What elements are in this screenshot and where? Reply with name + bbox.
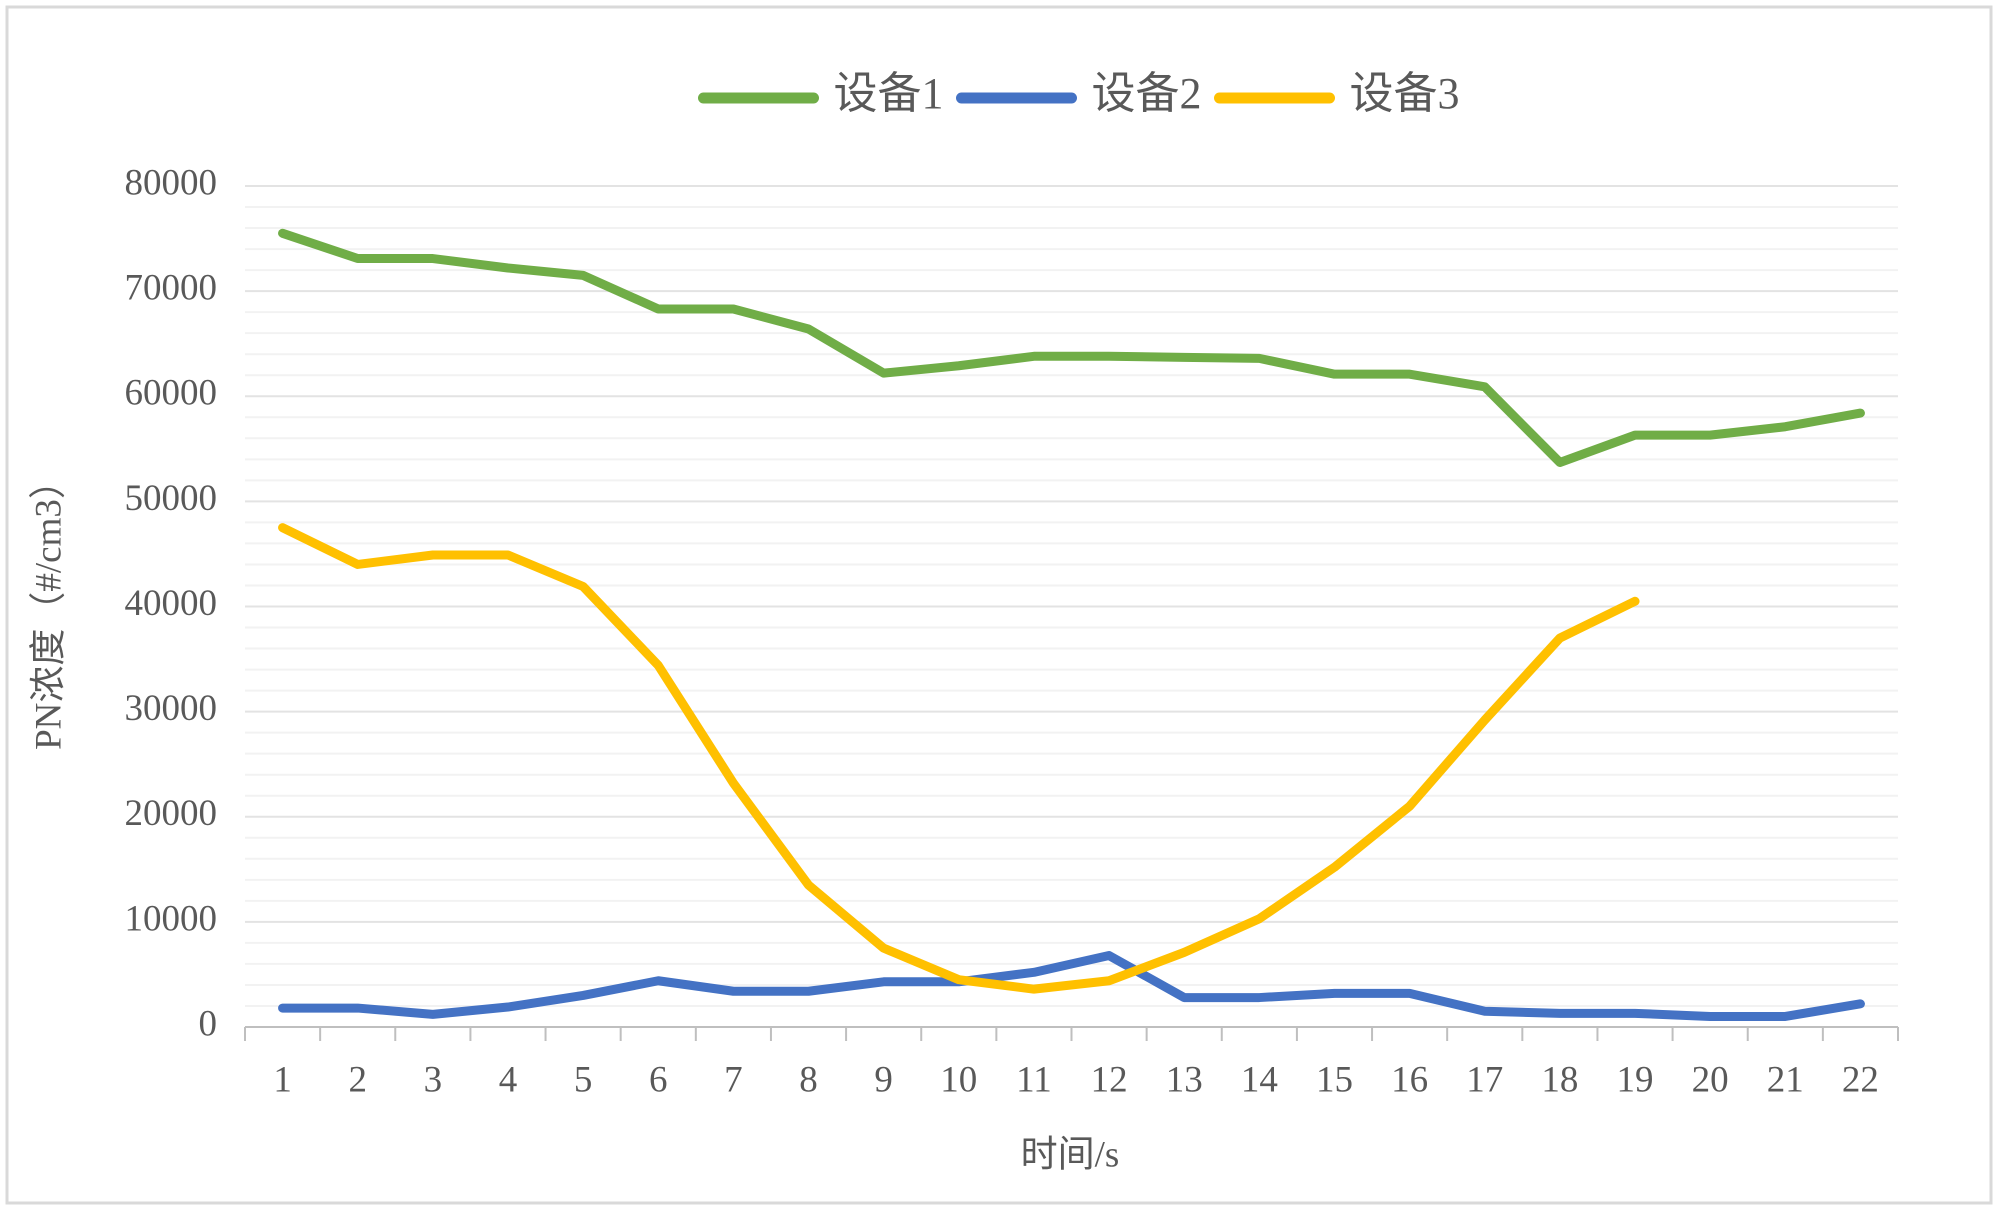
x-tick-label: 9 [874, 1059, 893, 1100]
legend-label: 设备1 [834, 69, 944, 118]
x-tick-label: 18 [1541, 1059, 1578, 1100]
line-series [278, 951, 1865, 1021]
x-tick-label: 3 [424, 1059, 443, 1100]
x-tick-label: 22 [1842, 1059, 1879, 1100]
y-tick-label: 60000 [125, 373, 218, 414]
x-tick-label: 16 [1391, 1059, 1428, 1100]
x-tick-label: 5 [574, 1059, 593, 1100]
y-tick-label: 30000 [125, 688, 218, 729]
x-tick-label: 4 [499, 1059, 518, 1100]
x-tick-label: 19 [1617, 1059, 1654, 1100]
x-tick-label: 20 [1692, 1059, 1729, 1100]
x-tick-label: 12 [1091, 1059, 1128, 1100]
y-tick-label: 80000 [125, 162, 218, 203]
x-tick-label: 13 [1166, 1059, 1203, 1100]
x-tick-label: 21 [1767, 1059, 1804, 1100]
x-tick-label: 11 [1016, 1059, 1052, 1100]
y-tick-label: 0 [199, 1003, 218, 1044]
x-tick-label: 17 [1466, 1059, 1503, 1100]
line-series [278, 523, 1640, 994]
x-tick-label: 15 [1316, 1059, 1353, 1100]
y-axis-label: PN浓度（#/cm3） [27, 462, 69, 750]
x-tick-label: 1 [273, 1059, 292, 1100]
y-tick-label: 20000 [125, 793, 218, 834]
legend-label: 设备3 [1350, 69, 1460, 118]
x-tick-label: 8 [799, 1059, 818, 1100]
x-tick-label: 2 [348, 1059, 367, 1100]
y-tick-label: 70000 [125, 268, 218, 309]
y-tick-label: 50000 [125, 478, 218, 519]
x-tick-label: 7 [724, 1059, 743, 1100]
y-tick-label: 40000 [125, 583, 218, 624]
x-tick-label: 14 [1241, 1059, 1278, 1100]
y-tick-label: 10000 [125, 898, 218, 939]
x-axis-label: 时间/s [1021, 1134, 1120, 1175]
x-tick-label: 10 [940, 1059, 977, 1100]
line-series [278, 228, 1865, 467]
legend-label: 设备2 [1092, 69, 1202, 118]
x-tick-label: 6 [649, 1059, 668, 1100]
